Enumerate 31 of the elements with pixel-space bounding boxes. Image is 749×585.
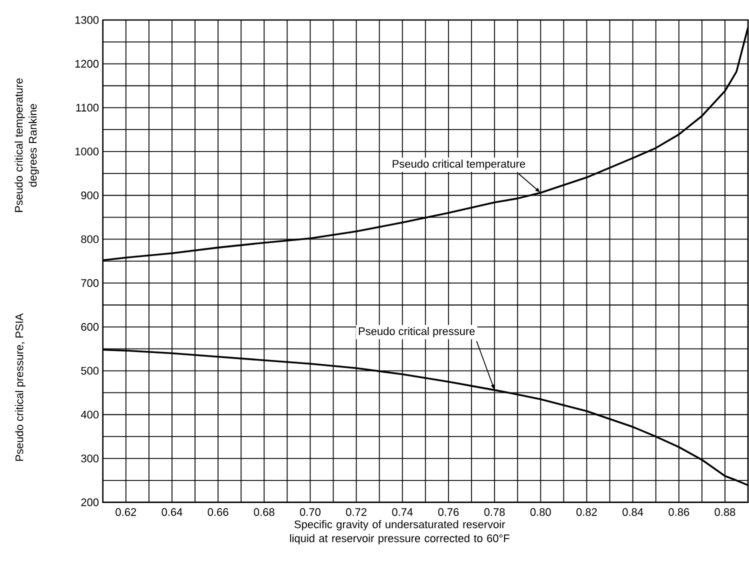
- x-tick-label: 0.66: [208, 508, 228, 516]
- y-tick-label: 200: [81, 498, 99, 506]
- y-axis-title: Pseudo critical temperature degrees Rankine: [14, 78, 39, 212]
- x-tick-label: 0.76: [438, 508, 459, 516]
- x-tick-label: 0.78: [484, 508, 505, 516]
- text: Pseudo critical pressure, PSIA: [15, 313, 26, 461]
- y-tick-label: 500: [81, 366, 99, 375]
- x-axis-title: Specific gravity of undersaturated reservoir liquid at reservoir pressure corrected to 60°F: [290, 520, 510, 544]
- y-tick-label: 800: [81, 235, 99, 244]
- x-tick-label: 0.88: [714, 508, 736, 516]
- y-tick-label: 1300: [75, 16, 99, 24]
- y-tick-label: 900: [81, 191, 99, 200]
- y-tick-label: 400: [80, 410, 99, 418]
- x-tick-label: 0.72: [346, 508, 366, 516]
- y-tick-label: 700: [81, 279, 99, 287]
- text: Pseudo critical temperature: [392, 160, 526, 170]
- x-tick-label: 0.68: [254, 508, 274, 516]
- x-tick-label: 0.74: [392, 508, 413, 516]
- x-tick-label: 0.82: [576, 508, 597, 516]
- y-tick-label: 1200: [75, 60, 99, 68]
- text: Pseudo critical pressure: [358, 326, 475, 338]
- x-tick-label: 0.84: [622, 508, 644, 516]
- x-tick-label: 0.62: [116, 508, 136, 516]
- x-tick-label: 0.86: [668, 508, 690, 516]
- x-tick-label: 0.64: [162, 508, 182, 516]
- y-tick-label: 300: [81, 454, 99, 462]
- y-tick-label: 1000: [75, 148, 99, 156]
- x-tick-label: 0.70: [300, 508, 320, 516]
- y-tick-label: 1100: [76, 104, 99, 112]
- x-tick-label: 0.80: [530, 508, 551, 516]
- y-tick-label: 600: [81, 322, 99, 331]
